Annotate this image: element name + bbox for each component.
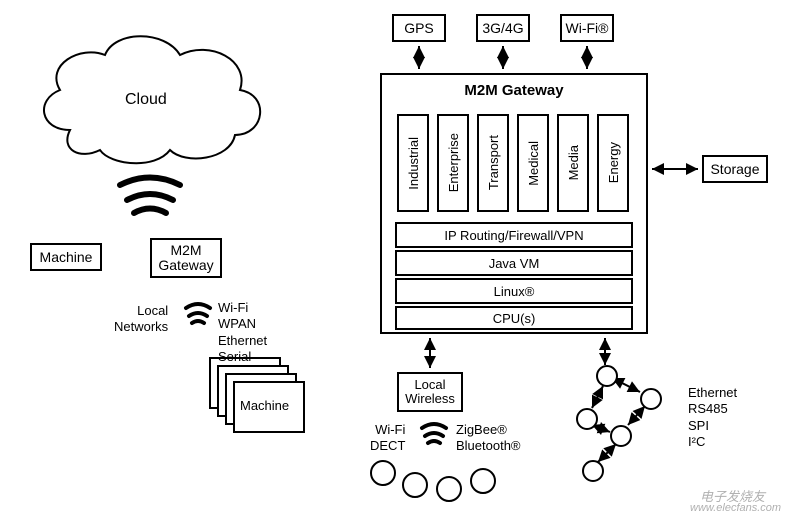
vertical-enterprise: Enterprise bbox=[437, 114, 469, 212]
vertical-energy: Energy bbox=[597, 114, 629, 212]
local-wireless-label: Local Wireless bbox=[405, 378, 455, 407]
vertical-medical: Medical bbox=[517, 114, 549, 212]
vertical-industrial-label: Industrial bbox=[406, 137, 421, 190]
stack-ip: IP Routing/Firewall/VPN bbox=[395, 222, 633, 248]
vertical-media: Media bbox=[557, 114, 589, 212]
machine-stack-label: Machine bbox=[240, 398, 289, 414]
3g4g-label: 3G/4G bbox=[482, 20, 523, 36]
local-wireless-box: Local Wireless bbox=[397, 372, 463, 412]
vertical-transport-label: Transport bbox=[486, 135, 501, 190]
stack-cpu-label: CPU(s) bbox=[493, 311, 536, 326]
m2m-gateway-small: M2M Gateway bbox=[150, 238, 222, 278]
stack-ip-label: IP Routing/Firewall/VPN bbox=[444, 228, 583, 243]
stack-java-label: Java VM bbox=[489, 256, 540, 271]
lw-circle-1 bbox=[370, 460, 396, 486]
node-5 bbox=[582, 460, 604, 482]
vertical-media-label: Media bbox=[566, 145, 581, 180]
cloud-label: Cloud bbox=[125, 90, 167, 110]
machine-stack-svg bbox=[210, 358, 304, 432]
lw-circle-3 bbox=[436, 476, 462, 502]
storage-box: Storage bbox=[702, 155, 768, 183]
stack-cpu: CPU(s) bbox=[395, 306, 633, 330]
vertical-industrial: Industrial bbox=[397, 114, 429, 212]
node-4 bbox=[610, 425, 632, 447]
gps-box: GPS bbox=[392, 14, 446, 42]
storage-label: Storage bbox=[710, 161, 759, 177]
left-protocols-label: Wi-Fi WPAN Ethernet Serial bbox=[218, 300, 267, 365]
node-1 bbox=[596, 365, 618, 387]
vertical-energy-label: Energy bbox=[606, 142, 621, 183]
node-3 bbox=[576, 408, 598, 430]
stack-java: Java VM bbox=[395, 250, 633, 276]
node-2 bbox=[640, 388, 662, 410]
wireless-left-label: Wi-Fi DECT bbox=[370, 422, 405, 455]
stack-linux-label: Linux® bbox=[494, 284, 535, 299]
lw-circle-4 bbox=[470, 468, 496, 494]
vertical-enterprise-label: Enterprise bbox=[446, 133, 461, 192]
machine-box: Machine bbox=[30, 243, 102, 271]
wifi-arcs-cloud bbox=[120, 178, 180, 214]
wifi-arcs-local bbox=[186, 304, 210, 323]
3g4g-box: 3G/4G bbox=[476, 14, 530, 42]
wireless-right-label: ZigBee® Bluetooth® bbox=[456, 422, 521, 455]
wifi-arcs-lw bbox=[422, 424, 446, 443]
machine-label: Machine bbox=[40, 249, 93, 265]
serial-protocols-label: Ethernet RS485 SPI I²C bbox=[688, 385, 737, 450]
m2m-gateway-small-label: M2M Gateway bbox=[158, 243, 213, 274]
lw-circle-2 bbox=[402, 472, 428, 498]
wifi-label: Wi-Fi® bbox=[566, 20, 609, 36]
wifi-box: Wi-Fi® bbox=[560, 14, 614, 42]
gps-label: GPS bbox=[404, 20, 434, 36]
stack-linux: Linux® bbox=[395, 278, 633, 304]
vertical-medical-label: Medical bbox=[526, 141, 541, 186]
m2m-gateway-title: M2M Gateway bbox=[380, 82, 648, 101]
watermark-bottom: www.elecfans.com bbox=[690, 502, 781, 514]
local-networks-label: Local Networks bbox=[114, 303, 168, 336]
vertical-transport: Transport bbox=[477, 114, 509, 212]
